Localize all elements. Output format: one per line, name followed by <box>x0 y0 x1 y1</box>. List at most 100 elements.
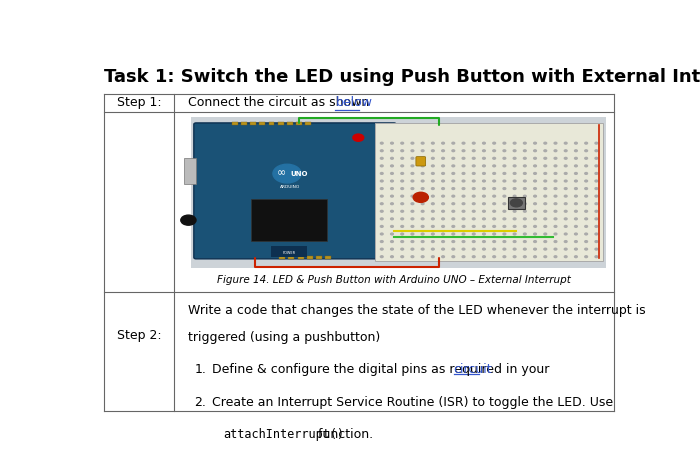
Text: Connect the circuit as shown: Connect the circuit as shown <box>188 96 373 109</box>
FancyBboxPatch shape <box>288 255 294 259</box>
Circle shape <box>554 210 556 212</box>
Circle shape <box>584 233 587 235</box>
FancyBboxPatch shape <box>184 158 196 184</box>
Circle shape <box>401 188 404 190</box>
Circle shape <box>462 203 465 205</box>
Circle shape <box>544 248 547 250</box>
Circle shape <box>462 172 465 174</box>
Circle shape <box>544 203 547 205</box>
Circle shape <box>524 180 526 182</box>
Circle shape <box>584 241 587 242</box>
Circle shape <box>584 142 587 144</box>
Circle shape <box>513 180 516 182</box>
Circle shape <box>533 180 536 182</box>
Text: below: below <box>335 96 372 109</box>
Circle shape <box>353 134 364 141</box>
Circle shape <box>564 248 567 250</box>
FancyBboxPatch shape <box>287 122 293 126</box>
FancyBboxPatch shape <box>269 122 274 126</box>
Circle shape <box>452 203 455 205</box>
Circle shape <box>380 233 383 235</box>
Circle shape <box>380 188 383 190</box>
Circle shape <box>524 241 526 242</box>
Circle shape <box>473 142 475 144</box>
Circle shape <box>473 256 475 258</box>
Circle shape <box>421 195 424 197</box>
Text: Figure 14. LED & Push Button with Arduino UNO – External Interrupt: Figure 14. LED & Push Button with Arduin… <box>217 275 571 285</box>
Circle shape <box>411 150 414 152</box>
Circle shape <box>513 218 516 220</box>
Circle shape <box>554 142 556 144</box>
Circle shape <box>513 195 516 197</box>
Circle shape <box>380 248 383 250</box>
Circle shape <box>431 256 434 258</box>
Circle shape <box>462 248 465 250</box>
Circle shape <box>401 195 404 197</box>
Circle shape <box>524 172 526 174</box>
Circle shape <box>544 165 547 167</box>
Circle shape <box>380 165 383 167</box>
Circle shape <box>380 226 383 227</box>
Circle shape <box>442 233 444 235</box>
FancyBboxPatch shape <box>190 117 606 268</box>
Circle shape <box>544 256 547 258</box>
Circle shape <box>564 195 567 197</box>
Circle shape <box>524 142 526 144</box>
Circle shape <box>431 248 434 250</box>
Circle shape <box>513 233 516 235</box>
Circle shape <box>401 241 404 242</box>
Circle shape <box>462 233 465 235</box>
Circle shape <box>452 150 455 152</box>
Circle shape <box>564 172 567 174</box>
Circle shape <box>442 210 444 212</box>
Circle shape <box>401 203 404 205</box>
Circle shape <box>554 165 556 167</box>
Circle shape <box>431 226 434 227</box>
Circle shape <box>473 165 475 167</box>
Circle shape <box>513 226 516 227</box>
FancyBboxPatch shape <box>241 122 247 126</box>
Circle shape <box>462 165 465 167</box>
Circle shape <box>575 188 577 190</box>
Circle shape <box>584 165 587 167</box>
Circle shape <box>584 150 587 152</box>
Circle shape <box>584 195 587 197</box>
Circle shape <box>421 180 424 182</box>
Circle shape <box>575 256 577 258</box>
Circle shape <box>401 172 404 174</box>
Circle shape <box>554 218 556 220</box>
Circle shape <box>452 165 455 167</box>
Circle shape <box>575 150 577 152</box>
Circle shape <box>564 180 567 182</box>
Circle shape <box>442 188 444 190</box>
Circle shape <box>452 226 455 227</box>
Circle shape <box>391 241 393 242</box>
FancyBboxPatch shape <box>416 156 426 166</box>
FancyBboxPatch shape <box>279 255 285 259</box>
Circle shape <box>380 241 383 242</box>
Circle shape <box>595 256 598 258</box>
Circle shape <box>431 233 434 235</box>
Circle shape <box>524 165 526 167</box>
Circle shape <box>544 142 547 144</box>
Circle shape <box>493 241 496 242</box>
Text: attachInterrupt(): attachInterrupt() <box>223 428 344 441</box>
Circle shape <box>380 203 383 205</box>
Circle shape <box>482 165 485 167</box>
Circle shape <box>452 195 455 197</box>
Circle shape <box>533 233 536 235</box>
Circle shape <box>452 248 455 250</box>
Circle shape <box>442 165 444 167</box>
Circle shape <box>533 172 536 174</box>
Circle shape <box>431 241 434 242</box>
Circle shape <box>513 150 516 152</box>
Circle shape <box>544 172 547 174</box>
Circle shape <box>575 226 577 227</box>
Circle shape <box>442 172 444 174</box>
Circle shape <box>513 165 516 167</box>
Circle shape <box>482 142 485 144</box>
Circle shape <box>554 172 556 174</box>
Circle shape <box>391 256 393 258</box>
Circle shape <box>411 226 414 227</box>
Circle shape <box>513 157 516 159</box>
